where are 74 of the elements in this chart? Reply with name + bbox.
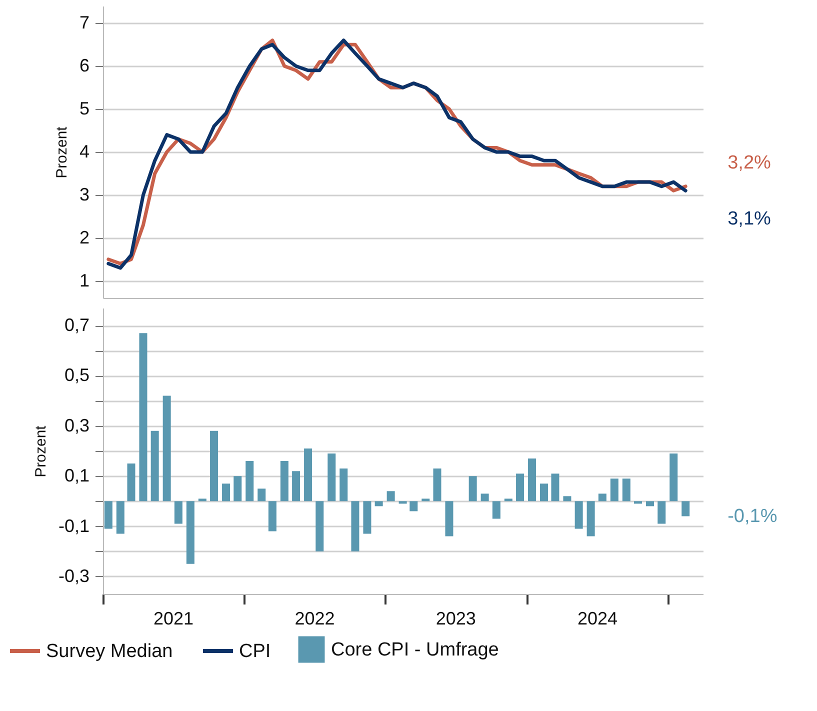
x-tick-label: 2023: [436, 608, 476, 628]
bar: [174, 501, 182, 524]
annotation: -0,1%: [728, 506, 778, 528]
bar: [150, 430, 159, 502]
bar: [634, 501, 642, 504]
bar: [646, 501, 654, 506]
y-tick-label: 0,7: [64, 315, 90, 336]
bar: [316, 501, 324, 552]
x-tick-label: 2022: [294, 608, 335, 628]
bar: [658, 501, 666, 524]
bar: [258, 488, 266, 502]
bar: [516, 474, 524, 502]
y-tick-label: 0,3: [64, 415, 90, 436]
bar: [410, 501, 418, 512]
y-tick-label: 5: [79, 98, 90, 119]
bar: [492, 501, 500, 519]
x-tick-label: 2021: [153, 608, 194, 628]
y-tick-label: 0,1: [64, 466, 90, 486]
bar: [468, 476, 477, 502]
bar: [445, 501, 454, 536]
y-axis-title: Prozent: [32, 424, 50, 478]
y-tick-label: 7: [79, 12, 90, 33]
annotation: 3,1%: [728, 208, 772, 230]
bar: [351, 501, 360, 552]
bar: [586, 501, 595, 536]
bar: [398, 501, 407, 504]
bar: [340, 468, 348, 502]
y-tick-label: 1: [79, 270, 90, 290]
bar: [222, 484, 230, 502]
bar: [304, 448, 312, 502]
y-axis-title: Prozent: [53, 126, 70, 178]
bar: [292, 471, 300, 502]
bar: [139, 333, 148, 502]
legend-label: Core CPI - Umfrage: [331, 640, 499, 660]
bar: [540, 484, 548, 502]
x-tick-label: 2024: [577, 608, 618, 628]
bar: [563, 496, 572, 502]
bar: [480, 494, 489, 502]
bar: [246, 461, 254, 502]
bar: [433, 468, 442, 502]
bar: [328, 454, 336, 502]
bar: [234, 476, 242, 502]
bar: [186, 501, 194, 564]
legend-label: Survey Median: [46, 641, 173, 662]
y-tick-label: 2: [79, 227, 90, 248]
legend-label: CPI: [239, 641, 271, 662]
y-tick-label: 3: [79, 184, 90, 204]
bar: [670, 454, 678, 502]
bar: [127, 464, 136, 502]
bar: [504, 498, 512, 502]
bar: [363, 501, 372, 534]
bar: [374, 501, 383, 506]
bar: [268, 501, 276, 532]
bar: [162, 396, 171, 502]
bar: [610, 478, 618, 502]
bar: [682, 501, 690, 516]
bar: [198, 498, 206, 502]
bar: [210, 430, 218, 502]
bar: [528, 458, 536, 502]
bar: [104, 501, 112, 529]
y-tick-label: 4: [79, 142, 90, 162]
bar: [280, 461, 288, 502]
y-tick-label: 6: [79, 56, 90, 76]
bar: [574, 501, 583, 529]
bar: [386, 491, 395, 502]
bar: [622, 478, 630, 502]
y-tick-label: -0,1: [58, 516, 90, 536]
y-tick-label: 0,5: [64, 365, 90, 386]
bar: [422, 498, 430, 502]
bar: [116, 501, 124, 534]
annotation: 3,2%: [728, 152, 772, 174]
bar: [598, 494, 606, 502]
y-tick-label: -0,3: [58, 566, 90, 586]
bar: [551, 474, 560, 502]
